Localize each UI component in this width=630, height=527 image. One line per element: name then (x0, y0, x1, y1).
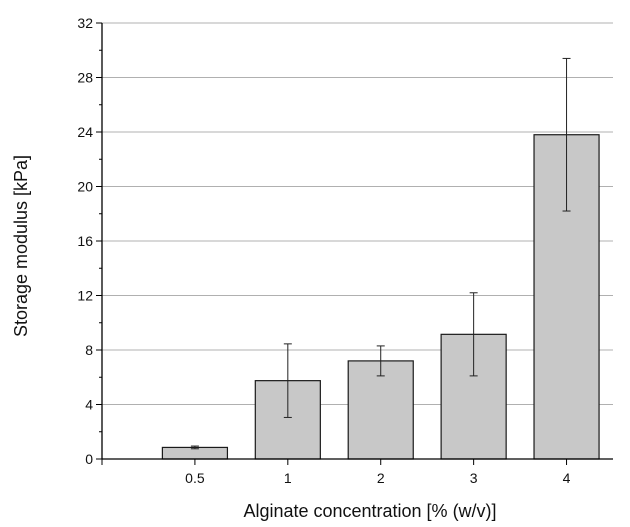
y-tick-label: 12 (77, 288, 93, 304)
x-tick-label: 3 (470, 470, 478, 486)
bar-2 (347, 360, 414, 460)
y-tick-label: 32 (77, 15, 93, 31)
y-tick-label: 28 (77, 70, 93, 86)
bars (161, 134, 600, 460)
x-tick-label: 1 (284, 470, 292, 486)
x-axis-title: Alginate concentration [% (w/v)] (243, 501, 496, 521)
x-tick-label: 2 (377, 470, 385, 486)
axes (96, 22, 613, 465)
y-tick-label: 8 (85, 342, 93, 358)
y-tick-label: 20 (77, 179, 93, 195)
error-bar-3 (469, 292, 478, 377)
error-bar-0.5 (190, 445, 199, 450)
x-tick-labels: 0.5 1 2 3 4 (185, 470, 570, 486)
y-tick-label: 0 (85, 451, 93, 467)
error-bar-1 (283, 343, 292, 418)
x-tick-label: 4 (563, 470, 571, 486)
error-bars (190, 57, 571, 450)
y-axis-title: Storage modulus [kPa] (11, 155, 31, 337)
y-tick-labels: 0 4 8 12 16 20 24 28 32 (77, 15, 93, 467)
error-bar-4 (562, 57, 571, 212)
y-tick-label: 16 (77, 233, 93, 249)
y-tick-label: 4 (85, 397, 93, 413)
y-tick-label: 24 (77, 124, 93, 140)
x-tick-label: 0.5 (185, 470, 205, 486)
gridlines (102, 22, 613, 405)
error-bar-2 (376, 345, 385, 377)
